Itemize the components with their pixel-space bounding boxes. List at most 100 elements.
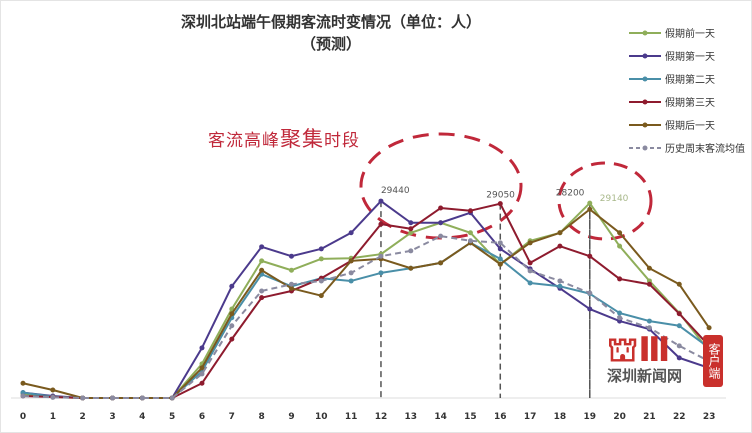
x-tick-label: 19 [584, 412, 597, 422]
data-point [348, 258, 354, 264]
data-point [646, 281, 652, 287]
data-point [438, 260, 444, 266]
x-tick-label: 10 [315, 412, 328, 422]
data-point [617, 230, 623, 236]
legend-swatch [629, 122, 661, 127]
legend-label: 假期第三天 [665, 98, 715, 109]
legend-item: 假期第一天 [629, 44, 745, 67]
data-point [288, 281, 294, 287]
data-point [676, 323, 682, 329]
x-tick-label: 7 [229, 412, 235, 422]
legend-swatch [629, 76, 661, 81]
data-point [557, 283, 563, 289]
data-point [646, 325, 652, 331]
data-point [676, 343, 682, 349]
x-tick-label: 4 [139, 412, 145, 422]
data-point [408, 248, 414, 254]
series-line [22, 235, 710, 399]
x-tick-label: 12 [375, 412, 388, 422]
chart-subtitle: （预测） [300, 35, 361, 53]
data-point [408, 265, 414, 271]
watermark: ⛫Ⅲ 深圳新闻网 客户端 [607, 333, 723, 387]
data-point [199, 345, 205, 351]
data-point [318, 278, 324, 284]
data-point [557, 278, 563, 284]
data-point [587, 306, 593, 312]
legend-label: 假期后一天 [665, 121, 715, 132]
data-point [497, 246, 503, 252]
annotation-text-emphasis: 聚集 [280, 127, 324, 151]
legend-label: 历史周末客流均值 [665, 144, 745, 155]
data-point [348, 270, 354, 276]
data-point [229, 283, 235, 289]
legend-label: 假期第二天 [665, 75, 715, 86]
legend: 假期前一天 假期第一天 假期第二天 假期第三天 假期后一天 历史周末客流均值 [629, 21, 745, 159]
series-历史周末客流均值 [20, 233, 712, 401]
data-point [378, 253, 384, 259]
data-point [497, 256, 503, 262]
data-point [50, 394, 56, 400]
data-point [378, 221, 384, 227]
data-label: 29140 [600, 194, 629, 204]
x-tick-label: 18 [554, 412, 567, 422]
x-tick-label: 5 [169, 412, 175, 422]
data-point [288, 253, 294, 259]
legend-item: 历史周末客流均值 [629, 136, 745, 159]
data-point [408, 226, 414, 232]
data-point [199, 365, 205, 371]
data-point [676, 311, 682, 317]
data-point [587, 290, 593, 296]
data-point [438, 233, 444, 239]
data-point [109, 395, 115, 401]
x-tick-label: 23 [703, 412, 716, 422]
data-point [199, 371, 205, 377]
data-point [557, 243, 563, 249]
x-tick-label: 8 [259, 412, 265, 422]
data-label: 29050 [486, 191, 515, 201]
data-point [139, 395, 145, 401]
watermark-badge: 客户端 [703, 335, 723, 387]
data-point [438, 220, 444, 226]
data-point [229, 311, 235, 317]
x-tick-label: 17 [524, 412, 537, 422]
x-tick-label: 15 [464, 412, 477, 422]
data-point [288, 267, 294, 273]
data-point [706, 325, 712, 331]
data-point [676, 355, 682, 361]
data-point [646, 265, 652, 271]
legend-swatch [629, 30, 661, 35]
data-point [20, 380, 26, 386]
data-point [467, 238, 473, 244]
peak-period-annotation: 客流高峰聚集时段 [208, 123, 360, 153]
annotation-text: 客流高峰 [208, 131, 280, 151]
x-tick-label: 11 [345, 412, 358, 422]
data-point [617, 310, 623, 316]
data-point [50, 387, 56, 393]
data-point [587, 200, 593, 206]
data-point [259, 295, 265, 301]
data-point [378, 270, 384, 276]
data-point [229, 336, 235, 342]
data-point [646, 318, 652, 324]
data-point [378, 198, 384, 204]
data-point [497, 261, 503, 267]
x-tick-label: 3 [109, 412, 115, 422]
data-point [497, 201, 503, 207]
legend-swatch [629, 99, 661, 104]
data-point [288, 285, 294, 291]
data-point [259, 288, 265, 294]
data-point [617, 315, 623, 321]
x-tick-label: 2 [80, 412, 86, 422]
data-point [408, 220, 414, 226]
watermark-text: 深圳新闻网 [607, 367, 683, 385]
data-point [259, 267, 265, 273]
data-point [438, 205, 444, 211]
data-point [497, 240, 503, 246]
x-tick-label: 21 [643, 412, 656, 422]
data-point [408, 230, 414, 236]
data-point [229, 323, 235, 329]
data-point [557, 230, 563, 236]
data-point [199, 380, 205, 386]
data-point [259, 258, 265, 264]
